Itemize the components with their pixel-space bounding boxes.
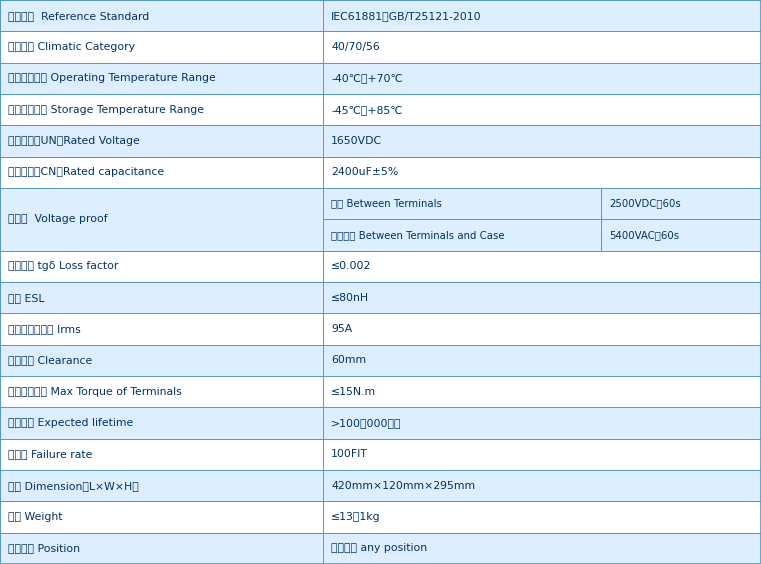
Text: -40℃～+70℃: -40℃～+70℃ (331, 73, 403, 83)
Text: >100，000小时: >100，000小时 (331, 418, 402, 428)
Text: IEC61881，GB/T25121-2010: IEC61881，GB/T25121-2010 (331, 11, 482, 21)
Bar (0, 188, 323, 250)
Bar (0, 94, 323, 125)
Text: 5400VAC，60s: 5400VAC，60s (609, 230, 679, 240)
Bar (323, 407, 761, 439)
Text: 引用标准  Reference Standard: 引用标准 Reference Standard (8, 11, 149, 21)
Bar (323, 63, 761, 94)
Bar (0, 376, 323, 407)
Bar (323, 532, 761, 564)
Text: 尺寸 Dimension（L×W×H）: 尺寸 Dimension（L×W×H） (8, 481, 139, 491)
Text: 电气间隙 Clearance: 电气间隙 Clearance (8, 355, 92, 365)
Text: 最大电极扭矩 Max Torque of Terminals: 最大电极扭矩 Max Torque of Terminals (8, 387, 181, 396)
Text: 极间 Between Terminals: 极间 Between Terminals (331, 199, 442, 209)
Text: 自感 ESL: 自感 ESL (8, 293, 44, 303)
Bar (323, 188, 601, 219)
Text: 60mm: 60mm (331, 355, 366, 365)
Text: 气候类别 Climatic Category: 气候类别 Climatic Category (8, 42, 135, 52)
Text: 420mm×120mm×295mm: 420mm×120mm×295mm (331, 481, 475, 491)
Bar (0, 32, 323, 63)
Text: 预期寿命 Expected lifetime: 预期寿命 Expected lifetime (8, 418, 133, 428)
Bar (323, 94, 761, 125)
Text: 2500VDC，60s: 2500VDC，60s (609, 199, 680, 209)
Text: 2400uF±5%: 2400uF±5% (331, 168, 398, 177)
Text: 介质损耗 tgδ Loss factor: 介质损耗 tgδ Loss factor (8, 261, 118, 271)
Text: 1650VDC: 1650VDC (331, 136, 382, 146)
Bar (323, 501, 761, 532)
Text: 耐电压  Voltage proof: 耐电压 Voltage proof (8, 214, 107, 224)
Bar (323, 470, 761, 501)
Bar (0, 250, 323, 282)
Text: ≤15N.m: ≤15N.m (331, 387, 376, 396)
Bar (0, 125, 323, 157)
Bar (323, 125, 761, 157)
Bar (601, 219, 761, 250)
Bar (323, 376, 761, 407)
Bar (323, 0, 761, 32)
Bar (323, 32, 761, 63)
Bar (323, 282, 761, 314)
Bar (0, 501, 323, 532)
Bar (323, 250, 761, 282)
Text: 纹波电流有效值 Irms: 纹波电流有效值 Irms (8, 324, 81, 334)
Text: ≤0.002: ≤0.002 (331, 261, 371, 271)
Bar (0, 407, 323, 439)
Text: 极壳之间 Between Terminals and Case: 极壳之间 Between Terminals and Case (331, 230, 505, 240)
Text: 储存温度范围 Storage Temperature Range: 储存温度范围 Storage Temperature Range (8, 105, 204, 114)
Bar (0, 282, 323, 314)
Text: 任意位置 any position: 任意位置 any position (331, 543, 427, 553)
Text: 100FIT: 100FIT (331, 450, 368, 459)
Text: 重量 Weight: 重量 Weight (8, 512, 62, 522)
Bar (323, 314, 761, 345)
Text: -45℃～+85℃: -45℃～+85℃ (331, 105, 403, 114)
Bar (0, 0, 323, 32)
Bar (323, 439, 761, 470)
Text: 额定电压（UN）Rated Voltage: 额定电压（UN）Rated Voltage (8, 136, 139, 146)
Text: ≤13．1kg: ≤13．1kg (331, 512, 380, 522)
Text: 工作温度范围 Operating Temperature Range: 工作温度范围 Operating Temperature Range (8, 73, 215, 83)
Bar (0, 470, 323, 501)
Bar (0, 157, 323, 188)
Bar (323, 219, 601, 250)
Bar (601, 188, 761, 219)
Text: ≤80nH: ≤80nH (331, 293, 369, 303)
Bar (0, 345, 323, 376)
Text: 失效率 Failure rate: 失效率 Failure rate (8, 450, 92, 459)
Text: 95A: 95A (331, 324, 352, 334)
Text: 安装位置 Position: 安装位置 Position (8, 543, 80, 553)
Bar (323, 345, 761, 376)
Text: 额定容量（CN）Rated capacitance: 额定容量（CN）Rated capacitance (8, 168, 164, 177)
Bar (0, 532, 323, 564)
Text: 40/70/56: 40/70/56 (331, 42, 380, 52)
Bar (0, 439, 323, 470)
Bar (0, 314, 323, 345)
Bar (0, 63, 323, 94)
Bar (323, 157, 761, 188)
